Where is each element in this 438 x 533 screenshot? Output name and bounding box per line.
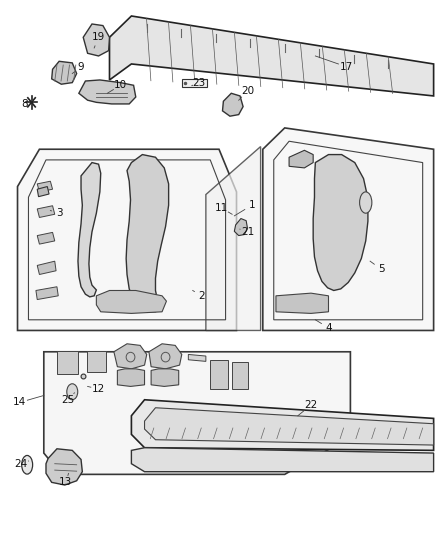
Text: 9: 9 xyxy=(78,62,85,71)
Text: 12: 12 xyxy=(92,384,105,394)
Text: 11: 11 xyxy=(215,203,228,213)
Ellipse shape xyxy=(67,384,78,400)
Polygon shape xyxy=(114,344,147,369)
Polygon shape xyxy=(46,449,82,485)
Polygon shape xyxy=(126,155,169,312)
Polygon shape xyxy=(149,344,182,369)
Polygon shape xyxy=(263,128,434,330)
Text: 13: 13 xyxy=(59,478,72,487)
Polygon shape xyxy=(87,351,106,372)
Polygon shape xyxy=(145,408,434,445)
Text: 22: 22 xyxy=(304,400,318,410)
Polygon shape xyxy=(37,261,56,274)
Polygon shape xyxy=(37,187,49,197)
FancyBboxPatch shape xyxy=(182,79,207,87)
Text: 17: 17 xyxy=(339,62,353,71)
Polygon shape xyxy=(110,16,434,96)
Text: 8: 8 xyxy=(21,99,28,109)
Polygon shape xyxy=(223,93,243,116)
Text: 1: 1 xyxy=(248,200,255,210)
Text: 25: 25 xyxy=(61,395,74,405)
Polygon shape xyxy=(36,287,58,300)
Polygon shape xyxy=(210,359,228,389)
Polygon shape xyxy=(83,24,110,56)
Polygon shape xyxy=(276,293,328,313)
Text: 24: 24 xyxy=(14,459,28,469)
Text: 14: 14 xyxy=(13,398,26,407)
Ellipse shape xyxy=(21,455,32,474)
Polygon shape xyxy=(44,352,350,474)
Polygon shape xyxy=(206,147,261,330)
Text: 5: 5 xyxy=(378,264,385,274)
Text: 19: 19 xyxy=(92,33,105,42)
Polygon shape xyxy=(232,362,248,389)
Polygon shape xyxy=(313,155,368,290)
Text: 23: 23 xyxy=(193,78,206,87)
Polygon shape xyxy=(79,80,136,104)
Polygon shape xyxy=(37,206,55,217)
Polygon shape xyxy=(289,150,313,168)
Text: 2: 2 xyxy=(198,291,205,301)
Text: 20: 20 xyxy=(241,86,254,95)
Polygon shape xyxy=(117,369,145,386)
Polygon shape xyxy=(57,351,78,374)
Polygon shape xyxy=(188,354,206,361)
Polygon shape xyxy=(151,369,179,386)
Text: 4: 4 xyxy=(325,323,332,333)
Text: 10: 10 xyxy=(114,80,127,90)
Polygon shape xyxy=(52,61,77,84)
Polygon shape xyxy=(18,149,237,330)
Polygon shape xyxy=(131,448,434,472)
Polygon shape xyxy=(131,400,434,450)
Text: 3: 3 xyxy=(56,208,63,218)
Polygon shape xyxy=(96,290,166,313)
Ellipse shape xyxy=(360,192,372,213)
Polygon shape xyxy=(37,181,53,192)
Polygon shape xyxy=(234,219,247,236)
Polygon shape xyxy=(37,232,55,244)
Polygon shape xyxy=(78,163,101,297)
Text: 21: 21 xyxy=(241,227,254,237)
